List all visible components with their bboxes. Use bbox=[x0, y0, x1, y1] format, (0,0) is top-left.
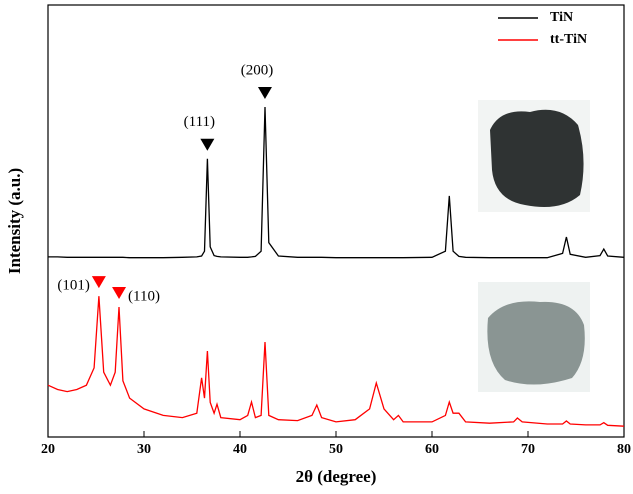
data-line bbox=[47, 296, 625, 427]
x-tick-label: 50 bbox=[329, 442, 343, 457]
data-line bbox=[48, 106, 625, 259]
x-axis-label: 2θ (degree) bbox=[296, 467, 377, 486]
x-tick-label: 20 bbox=[41, 442, 55, 457]
peak-marker bbox=[112, 286, 127, 299]
legend-label: tt-TiN bbox=[550, 32, 587, 47]
peak-marker bbox=[200, 138, 215, 151]
x-tick-label: 60 bbox=[425, 442, 439, 457]
x-tick-label: 70 bbox=[521, 442, 535, 457]
peak-label: (111) bbox=[184, 114, 215, 130]
peak-label: (101) bbox=[57, 278, 90, 294]
legend-label: TiN bbox=[550, 10, 573, 25]
tin-powder-photo bbox=[490, 109, 584, 208]
peak-marker bbox=[257, 86, 272, 99]
x-tick-label: 30 bbox=[137, 442, 151, 457]
peak-label: (110) bbox=[128, 288, 160, 304]
y-axis-label: Intensity (a.u.) bbox=[5, 168, 24, 274]
peak-label: (200) bbox=[241, 62, 274, 78]
peak-marker bbox=[91, 276, 106, 289]
x-tick-label: 40 bbox=[233, 442, 247, 457]
x-tick-label: 80 bbox=[617, 442, 631, 457]
tt-tin-powder-photo bbox=[487, 301, 585, 385]
